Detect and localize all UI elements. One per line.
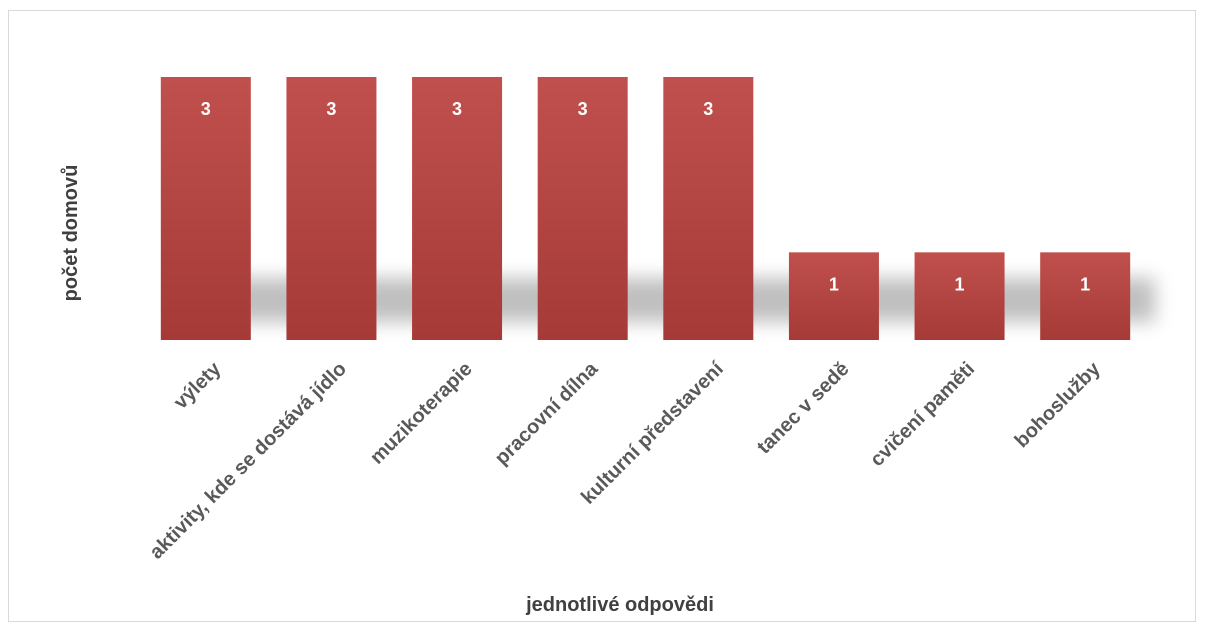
x-axis-title: jednotlivé odpovědi: [525, 594, 714, 616]
bar: [914, 252, 1005, 340]
bar: [160, 77, 251, 340]
data-label: 3: [578, 99, 588, 119]
bar: [663, 77, 754, 340]
category-label: kulturní představení: [577, 357, 729, 509]
bar: [412, 77, 503, 340]
category-label: muzikoterapie: [366, 358, 477, 469]
category-label: aktivity, kde se dostává jídlo: [145, 358, 351, 564]
category-label: cvičení paměti: [866, 358, 979, 471]
category-label: výlety: [170, 357, 226, 413]
bar: [1040, 252, 1131, 340]
bar: [286, 77, 377, 340]
bar: [537, 77, 628, 340]
data-label: 3: [452, 99, 462, 119]
data-label: 1: [955, 274, 965, 294]
bars-group: [160, 77, 1131, 340]
data-label: 3: [326, 99, 336, 119]
category-label: bohoslužby: [1011, 357, 1106, 452]
category-label: pracovní dílna: [491, 357, 603, 469]
data-label: 1: [829, 274, 839, 294]
data-label: 3: [201, 99, 211, 119]
data-label: 1: [1080, 274, 1090, 294]
y-axis-title: počet domovů: [60, 165, 82, 302]
data-labels-group: 3 3 3 3 3 1 1 1: [201, 99, 1090, 294]
bar: [788, 252, 879, 340]
data-label: 3: [703, 99, 713, 119]
category-label: tanec v sedě: [753, 358, 853, 458]
